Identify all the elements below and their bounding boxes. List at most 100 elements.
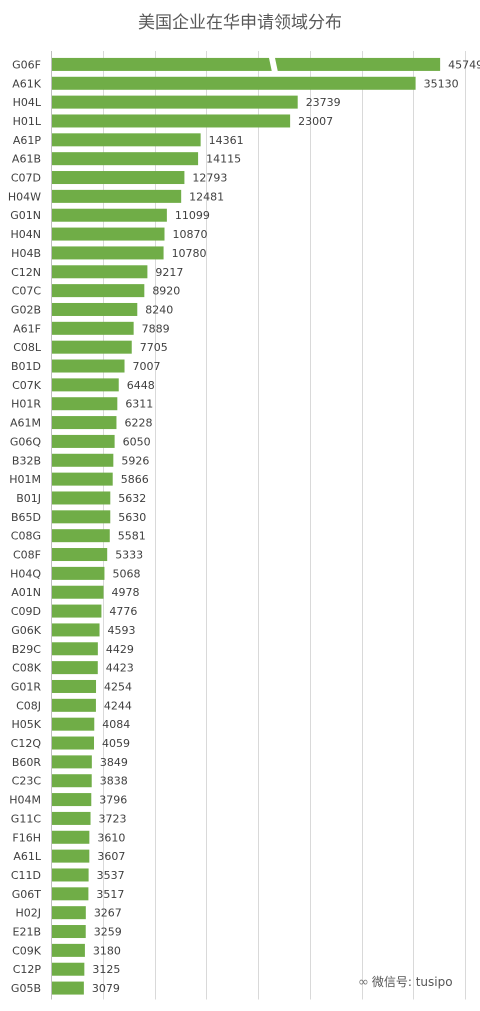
value-label: 12481 [189,190,224,203]
value-label: 3259 [94,926,122,939]
wechat-icon: ∞ [358,975,369,990]
bar-c07c [52,284,145,298]
value-label: 3125 [92,963,120,976]
bar-a61b [52,152,199,166]
bar-c12n [52,265,148,279]
bar-a61f [52,321,134,335]
value-label: 3517 [96,888,124,901]
bar-b65d [52,510,111,524]
category-label: C09D [11,605,41,618]
bar-c11d [52,868,89,882]
category-label: C08F [13,549,41,562]
value-label: 4254 [104,680,132,693]
bar-g11c [52,811,91,825]
category-label: A61M [10,417,41,430]
category-label: G02B [11,303,41,316]
value-label: 3838 [100,775,128,788]
value-label: 5068 [112,567,140,580]
category-label: B65D [11,511,41,524]
category-label: G01R [11,680,42,693]
value-label: 3180 [93,944,121,957]
category-label: H04Q [10,567,41,580]
bar-c07d [52,171,185,185]
bar-g06k [52,623,100,637]
value-label: 9217 [155,266,183,279]
labels: G06F 45749 A61K 35130 H04L 23739 H01L 23007 A61P… [8,58,480,995]
bar-g05b [52,981,84,995]
bar-c12q [52,736,95,750]
category-label: C12Q [11,737,42,750]
category-label: G06Q [10,435,42,448]
value-label: 5632 [118,492,146,505]
value-label: 14115 [206,153,241,166]
value-label: 4429 [106,643,134,656]
category-label: H04M [9,794,41,807]
bar-f16h [52,830,90,844]
chart-title: 美国企业在华申请领域分布 [138,13,342,33]
category-label: C09K [12,944,42,957]
bar-h04m [52,793,92,807]
bar-b60r [52,755,92,769]
bar-g01r [52,679,97,693]
category-label: C08K [12,662,42,675]
bar-h04l [52,95,298,109]
bar-c08j [52,698,96,712]
category-label: E21B [13,926,42,939]
category-label: B32B [12,454,41,467]
bar-a61l [52,849,90,863]
bar-h02j [52,906,86,920]
value-label: 23007 [298,115,333,128]
bar-h01r [52,397,118,411]
category-label: C08J [16,699,41,712]
category-label: H02J [15,907,41,920]
value-label: 3079 [92,982,120,995]
value-label: 7007 [133,360,161,373]
category-label: F16H [12,831,41,844]
bar-h01l [52,114,291,128]
category-label: A61F [13,322,41,335]
value-label: 3610 [97,831,125,844]
bar-c08k [52,661,98,675]
category-label: H01R [11,398,41,411]
value-label: 5866 [121,473,149,486]
category-label: G05B [11,982,41,995]
category-label: C23C [12,775,42,788]
value-label: 6228 [124,417,152,430]
value-label: 6448 [127,379,155,392]
value-label: 12793 [192,172,227,185]
bar-b01d [52,359,125,373]
bar-a01n [52,585,104,599]
category-label: C07K [12,379,42,392]
value-label: 8920 [152,285,180,298]
grid-lines [51,51,466,1000]
category-label: G06F [12,58,41,71]
bar-c08l [52,340,132,354]
bar-g06t [52,887,89,901]
bar-a61k [52,76,416,90]
bar-h04w [52,189,182,203]
bar-c09d [52,604,102,618]
category-label: H01L [13,115,42,128]
value-label: 4084 [102,718,130,731]
value-label: 3723 [99,812,127,825]
value-label: 4244 [104,699,132,712]
category-label: B01J [16,492,41,505]
bar-c08g [52,529,110,543]
category-label: G06K [11,624,42,637]
value-label: 45749 [448,58,480,71]
bar-c09k [52,943,85,957]
category-label: H04L [13,96,42,109]
value-label: 35130 [424,77,459,90]
value-label: 10870 [173,228,208,241]
bar-b29c [52,642,98,656]
value-label: 3267 [94,907,122,920]
category-label: G06T [12,888,42,901]
value-label: 3537 [97,869,125,882]
category-label: B29C [12,643,42,656]
bar-g01n [52,208,167,222]
bar-e21b [52,925,86,939]
value-label: 5333 [115,549,143,562]
bar-c07k [52,378,119,392]
watermark: ∞ 微信号: tusipo [358,973,453,990]
